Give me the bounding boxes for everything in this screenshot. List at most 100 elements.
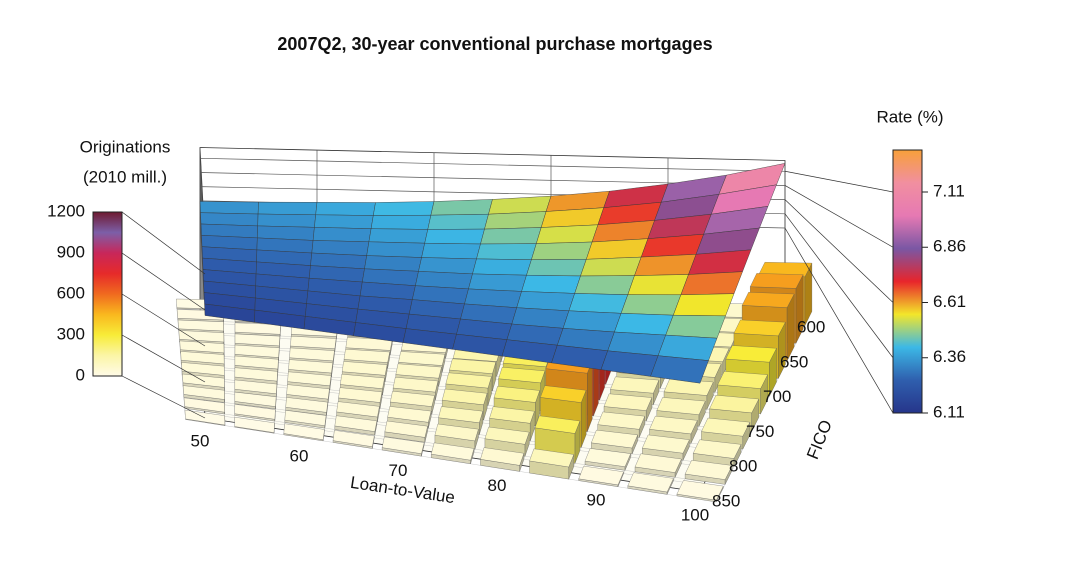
bar [384,420,428,443]
bar-top [717,371,768,389]
bar-top [634,453,682,473]
surface-cell [468,273,527,292]
bar-top [434,423,479,442]
bar-top [709,395,760,414]
bar-top [701,417,751,437]
bar-top [591,429,638,449]
colorbar-leader [784,170,894,193]
bar-top [480,447,525,466]
colorbar-leader [121,252,206,311]
bar-top [395,363,442,379]
bar-top [234,367,278,382]
bar [627,472,674,495]
bar-top [610,376,660,394]
y-tick-label: 650 [780,352,808,371]
surface-cell [580,256,642,277]
bar-top [289,347,335,362]
surface-cell [257,213,316,228]
bar-top [183,397,225,413]
bar [234,417,275,434]
bar-top [387,406,432,423]
colorbar-label: Originations [80,137,171,156]
surface-cell [620,294,682,316]
colorbar [92,211,123,377]
bar-top [603,393,653,411]
bar-top [184,409,226,426]
bar-top [540,385,587,403]
x-tick-label: 90 [587,491,606,510]
bar-top [529,448,575,468]
surface-cell [531,241,593,260]
surface-cell [634,254,697,276]
bar-top [340,374,385,389]
bar-top [493,386,540,403]
bar-top [676,480,724,501]
bar [692,439,742,467]
surface-cell [421,242,481,260]
bar-top [234,404,276,420]
bar [584,448,631,471]
surface-cell [536,224,599,244]
surface-cell [315,202,376,216]
colorbar [892,149,923,414]
bar-top [234,379,278,394]
surface-cell [424,228,485,245]
bar-top [234,355,279,370]
bar [332,430,375,449]
bar-top [642,434,690,454]
bar-top [288,359,333,374]
surface-cell [614,313,674,336]
x-tick-label: 100 [681,505,709,524]
x-tick-label: 70 [389,461,408,480]
colorbar-tick-label: 7.11 [933,181,965,200]
bar-top [332,430,375,447]
surface-cell [200,212,259,227]
surface-cell [366,241,425,258]
colorbar-leader [784,199,894,303]
bar-top [343,349,390,363]
bar-top [627,472,674,493]
bar [234,404,276,422]
bar-top [445,372,492,389]
bar-top [384,420,428,438]
surface-cell [568,293,629,314]
bar-top [283,423,325,440]
bar-top [534,415,581,434]
surface-cell [368,228,429,244]
y-tick-label: 600 [797,317,825,336]
bar-top [749,273,804,289]
bar-top [663,378,714,396]
y-tick-label: 700 [763,387,791,406]
bar-top [338,387,383,403]
bar-top [381,436,425,454]
surface-cell [312,227,372,243]
bar-top [180,351,225,365]
bar [334,415,378,436]
surface-cell [418,257,477,275]
colorbar-leader [784,227,894,414]
bar-top [182,385,225,400]
surface-cell [430,199,493,216]
colorbar-tick-label: 600 [57,283,85,302]
bar-top [442,388,488,405]
colorbar-tick-label: 1200 [47,201,85,220]
bar-top [178,330,225,343]
bar-top [284,410,327,426]
bar-top [692,439,742,459]
y-tick-label: 800 [729,457,757,476]
surface-cell [574,275,635,295]
bar-top [489,406,535,424]
colorbar-leader [784,185,894,248]
bar [431,442,475,464]
y-tick-label: 850 [712,491,740,510]
surface-cell [586,238,649,260]
bar-top [656,397,706,415]
bar-top [234,333,281,347]
bar [676,480,724,503]
surface-cell [673,293,735,317]
bar-top [392,377,439,393]
colorbar-label: (2010 mill.) [83,167,167,186]
colorbar-tick-label: 6.11 [933,402,965,421]
colorbar-tick-label: 900 [57,242,85,261]
